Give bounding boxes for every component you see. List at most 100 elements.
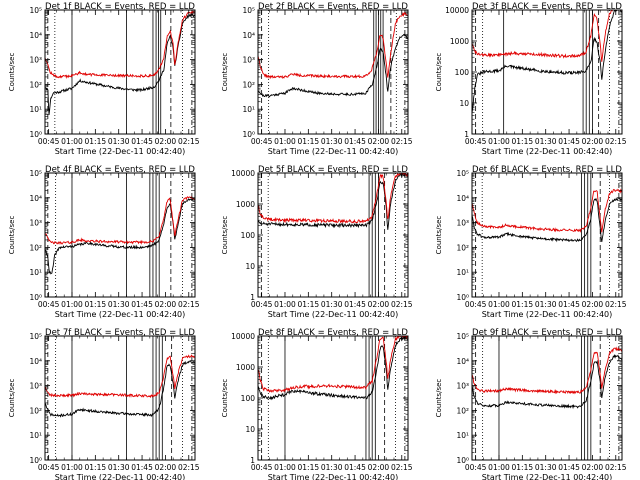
x-tick-label: 01:00 (61, 137, 83, 146)
x-axis-label: Start Time (22-Dec-11 00:42:40) (268, 310, 399, 319)
x-tick-label: 00:45 (465, 463, 487, 472)
series-line-lld (472, 188, 622, 233)
y-tick-label: 10⁴ (242, 31, 255, 40)
x-tick-label: 01:15 (298, 300, 320, 309)
plot-area (472, 173, 622, 297)
series-line-events (472, 197, 622, 243)
series-line-lld (45, 10, 195, 80)
x-tick-label: 02:00 (368, 300, 390, 309)
x-tick-label: 00:45 (251, 463, 273, 472)
y-tick-label: 10³ (29, 382, 42, 391)
x-axis-label: Start Time (22-Dec-11 00:42:40) (482, 310, 613, 319)
x-tick-label: 02:15 (605, 300, 627, 309)
x-tick-label: 01:30 (108, 300, 130, 309)
y-tick-label: 10⁵ (456, 332, 469, 341)
series-line-events (472, 354, 622, 410)
x-axis-label: Start Time (22-Dec-11 00:42:40) (55, 473, 186, 480)
x-tick-label: 01:15 (512, 137, 534, 146)
y-tick-label: 10³ (29, 219, 42, 228)
chart-panel-7f: 10⁰ 10¹ 10² 10³ 10⁴ 10⁵ 00:45 01:00 01:15 01:30 01… (8, 328, 200, 480)
y-tick-label: 10⁵ (242, 6, 255, 15)
series-line-events (472, 10, 622, 114)
y-axis-label: Counts/sec (221, 216, 229, 255)
y-tick-label: 10² (29, 406, 42, 415)
y-axis-label: Counts/sec (435, 53, 443, 92)
y-tick-label: 10⁰ (242, 130, 255, 139)
plot-frame (44, 9, 196, 135)
y-axis-label: Counts/sec (435, 216, 443, 255)
x-tick-label: 00:45 (465, 137, 487, 146)
series-line-lld (45, 196, 195, 245)
x-tick-label: 01:15 (512, 300, 534, 309)
y-tick-label: 10000 (445, 6, 469, 15)
y-tick-label: 10⁰ (29, 293, 42, 302)
y-tick-label: 10³ (242, 56, 255, 65)
y-axis-label: Counts/sec (221, 379, 229, 418)
series-line-lld (258, 173, 408, 224)
y-tick-label: 10⁵ (29, 332, 42, 341)
series-line-lld (472, 346, 622, 395)
chart-panel-5f: 1 10 100 1000 10000 00:45 01:00 01:15 01:30 01:45… (221, 165, 413, 319)
chart-panel-4f: 10⁰ 10¹ 10² 10³ 10⁴ 10⁵ 00:45 01:00 01:15 01:30 01… (8, 165, 200, 319)
x-tick-label: 01:15 (298, 463, 320, 472)
x-tick-label: 02:15 (178, 463, 200, 472)
x-tick-label: 01:15 (298, 137, 320, 146)
y-axis-label: Counts/sec (435, 379, 443, 418)
series-line-lld (258, 11, 408, 80)
x-tick-label: 01:45 (131, 137, 153, 146)
y-tick-label: 10¹ (456, 268, 469, 277)
y-tick-label: 10⁰ (456, 456, 469, 465)
y-tick-label: 10² (29, 80, 42, 89)
x-tick-label: 01:00 (61, 463, 83, 472)
x-tick-label: 00:45 (38, 137, 60, 146)
y-tick-label: 10000 (231, 332, 255, 341)
x-tick-label: 02:15 (391, 137, 413, 146)
y-tick-label: 1000 (236, 200, 255, 209)
plot-area (45, 336, 195, 460)
x-tick-label: 01:30 (108, 137, 130, 146)
y-tick-label: 10 (459, 99, 469, 108)
y-tick-label: 1 (250, 456, 255, 465)
x-axis-label: Start Time (22-Dec-11 00:42:40) (268, 473, 399, 480)
y-axis-label: Counts/sec (221, 53, 229, 92)
y-tick-label: 100 (455, 68, 470, 77)
x-tick-label: 02:15 (178, 137, 200, 146)
y-tick-label: 10⁵ (456, 169, 469, 178)
y-tick-label: 10 (245, 262, 255, 271)
y-axis-label: Counts/sec (8, 53, 16, 92)
y-tick-label: 10¹ (29, 268, 42, 277)
chart-title: Det 9f BLACK = Events, RED = LLD (472, 328, 622, 338)
plot-area (45, 10, 195, 134)
x-tick-label: 01:45 (344, 300, 366, 309)
plot-area (258, 173, 408, 297)
x-tick-label: 01:15 (85, 300, 107, 309)
x-tick-label: 02:15 (391, 300, 413, 309)
y-tick-label: 10⁴ (29, 357, 42, 366)
chart-panel-3f: 1 10 100 1000 10000 00:45 01:00 01:15 01:30 01:45… (435, 2, 627, 156)
y-tick-label: 10⁴ (29, 194, 42, 203)
x-tick-label: 01:45 (344, 137, 366, 146)
x-axis-label: Start Time (22-Dec-11 00:42:40) (55, 310, 186, 319)
x-tick-label: 00:45 (251, 300, 273, 309)
x-tick-label: 02:00 (155, 300, 177, 309)
x-tick-label: 01:30 (321, 137, 343, 146)
x-tick-label: 01:45 (131, 300, 153, 309)
x-tick-label: 01:00 (488, 463, 510, 472)
y-tick-label: 10² (29, 243, 42, 252)
x-tick-label: 00:45 (465, 300, 487, 309)
y-tick-label: 10² (456, 243, 469, 252)
plot-frame (44, 335, 196, 461)
y-tick-label: 10 (245, 425, 255, 434)
series-line-events (258, 33, 408, 98)
plot-area (472, 336, 622, 460)
x-axis-label: Start Time (22-Dec-11 00:42:40) (482, 147, 613, 156)
x-tick-label: 01:30 (321, 463, 343, 472)
series-line-lld (45, 354, 195, 399)
x-tick-label: 01:45 (558, 300, 580, 309)
y-tick-label: 10⁴ (29, 31, 42, 40)
y-tick-label: 10⁰ (29, 456, 42, 465)
x-tick-label: 01:15 (512, 463, 534, 472)
y-tick-label: 10¹ (29, 431, 42, 440)
y-tick-label: 1 (464, 130, 469, 139)
x-tick-label: 01:30 (108, 463, 130, 472)
